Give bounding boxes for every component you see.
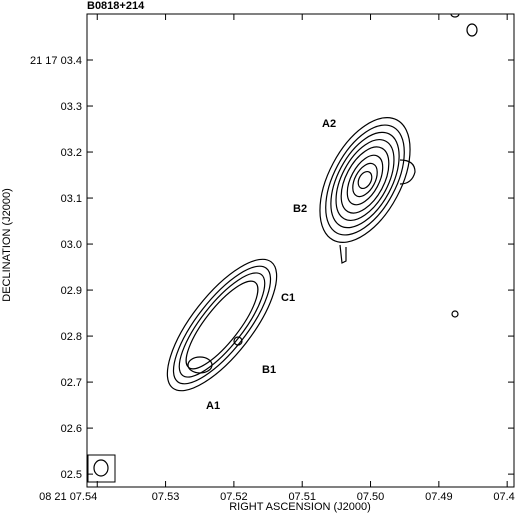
y-tick-label: 03.2 [61,147,82,159]
y-tick-label: 21 17 03.4 [30,55,82,67]
annotation: B2 [293,203,307,215]
y-tick-label: 02.9 [61,285,82,297]
x-tick-label: 07.52 [220,491,248,503]
y-tick-label: 03.0 [61,239,82,251]
x-tick-label: 07.51 [288,491,316,503]
beam-box [87,454,116,483]
chart-title: B0818+214 [87,0,145,12]
x-tick-label: 07.50 [357,491,385,503]
y-tick-label: 03.1 [61,193,82,205]
y-tick-label: 02.5 [61,469,82,481]
y-tick-label: 02.8 [61,331,82,343]
x-tick-label: 08 21 07.54 [39,491,97,503]
plot-frame [86,13,515,488]
y-tick-label: 02.7 [61,377,82,389]
y-axis-label: DECLINATION (J2000) [1,188,13,302]
contours [87,13,478,483]
y-tick-label: 03.3 [61,101,82,113]
x-tick-label: 07.53 [152,491,180,503]
annotation: A1 [206,400,220,412]
y-tick-label: 02.6 [61,423,82,435]
annotation: A2 [322,118,336,130]
annotation: C1 [281,292,295,304]
x-axis-label: RIGHT ASCENSION (J2000) [229,501,371,513]
x-tick-label: 07.48 [493,491,515,503]
annotation: B1 [262,364,276,376]
x-tick-label: 07.49 [425,491,453,503]
